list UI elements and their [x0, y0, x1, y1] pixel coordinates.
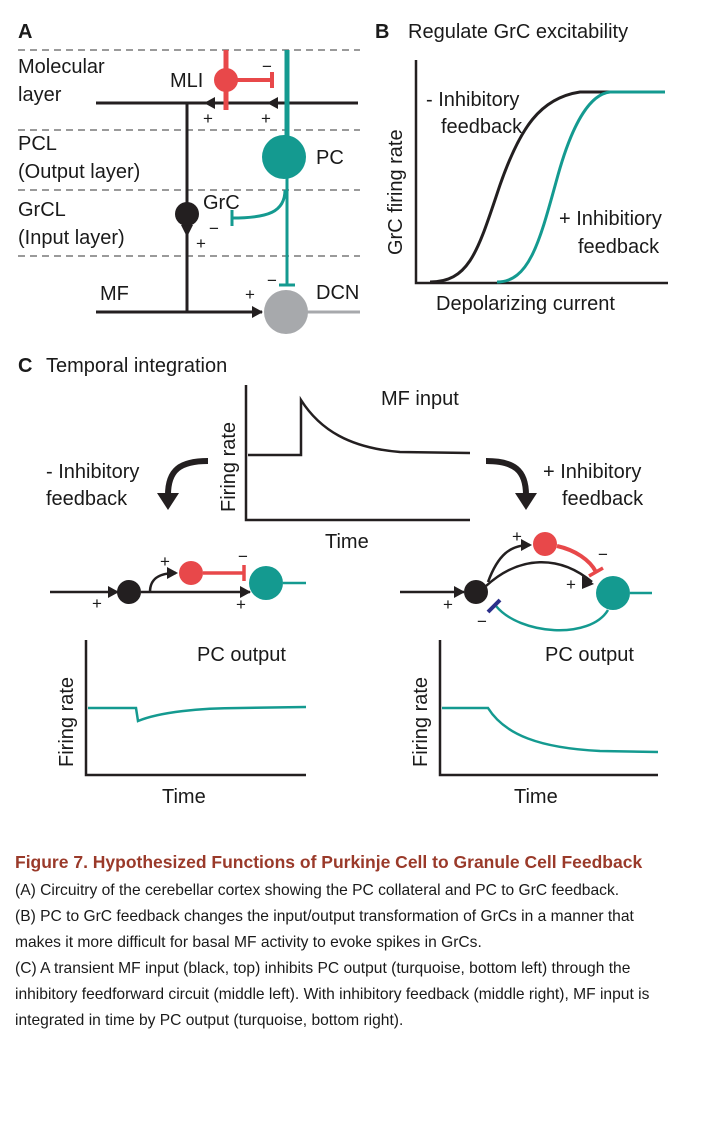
curve-plus-label-2: feedback [578, 236, 660, 258]
ff-sign-2: + [160, 552, 170, 571]
pc-output-right-xlabel: Time [514, 786, 558, 808]
mf-input-label: MF input [381, 388, 459, 410]
curve-plus-label-1: + Inhibitiory [559, 208, 662, 230]
mli-label: MLI [170, 70, 203, 92]
panel-b-xlabel: Depolarizing current [436, 293, 615, 315]
pc-output-left-xlabel: Time [162, 786, 206, 808]
panel-b: B Regulate GrC excitability GrC firing r… [375, 21, 668, 315]
ff-sign-1: + [92, 594, 102, 613]
grc-cell [175, 202, 199, 226]
pf-synapse-pc [267, 97, 278, 109]
pc-output-left-label: PC output [197, 644, 286, 666]
mf-input-xlabel: Time [325, 531, 369, 553]
panel-b-axes [414, 60, 668, 285]
caption-title: Figure 7. Hypothesized Functions of Purk… [15, 852, 643, 872]
layer-label-pcl: PCL [18, 133, 57, 155]
sign-pf-pc: + [261, 109, 271, 128]
layer-label-output: (Output layer) [18, 161, 140, 183]
sign-mf-dcn: + [245, 285, 255, 304]
dcn-label: DCN [316, 282, 359, 304]
fb-mli-cell [533, 532, 557, 556]
sign-pc-dcn: − [267, 271, 277, 290]
pc-label: PC [316, 147, 344, 169]
pc-output-left-ylabel: Firing rate [56, 677, 78, 767]
mli-cell [214, 68, 238, 92]
layer-label-grcl: GrCL [18, 199, 66, 221]
pc-output-left-axes [84, 640, 306, 777]
panel-a-letter: A [18, 21, 32, 43]
arrow-left-head [157, 493, 179, 510]
ff-pc-cell [249, 566, 283, 600]
ff-mli-cell [179, 561, 203, 585]
mf-grc-synapse [181, 225, 193, 237]
panel-c-title: Temporal integration [46, 355, 227, 377]
pc-output-right-axes [438, 640, 658, 777]
panel-b-letter: B [375, 21, 389, 43]
panel-c: C Temporal integration MF input Firing r… [18, 355, 659, 808]
sign-pc-grc: − [209, 219, 219, 238]
sign-pf-mli: + [203, 109, 213, 128]
sign-mli-pc: − [262, 57, 272, 76]
fb-sign-4: + [566, 575, 576, 594]
pc-output-left-trace [88, 705, 307, 723]
ff-sign-3: − [238, 547, 248, 566]
right-branch-label-1: + Inhibitory [543, 461, 641, 483]
pc-output-right-trace [442, 706, 659, 754]
curve-with-feedback [496, 90, 665, 284]
fb-sign-5: − [477, 612, 487, 631]
left-branch-label-1: - Inhibitory [46, 461, 139, 483]
pc-cell [262, 135, 306, 179]
fb-sign-2: + [512, 527, 522, 546]
left-branch-label-2: feedback [46, 488, 128, 510]
fb-grc-cell [464, 580, 488, 604]
layer-label-molecular-2: layer [18, 84, 62, 106]
mf-label: MF [100, 283, 129, 305]
ff-grc-cell [117, 580, 141, 604]
panel-b-ylabel: GrC firing rate [385, 129, 407, 255]
circuit-feedback: + + − + − [400, 527, 652, 632]
sign-mf-grc: + [196, 234, 206, 253]
curve-minus-label-2: feedback [441, 116, 523, 138]
fb-sign-1: + [443, 595, 453, 614]
layer-label-input: (Input layer) [18, 227, 125, 249]
pc-output-right-ylabel: Firing rate [410, 677, 432, 767]
caption-c: (C) A transient MF input (black, top) in… [15, 960, 650, 1029]
curve-without-feedback [429, 90, 665, 284]
figure-7: A Molecular layer PCL (Output layer) GrC… [18, 21, 668, 808]
grc-label: GrC [203, 192, 240, 214]
ff-sign-4: + [236, 595, 246, 614]
fb-pc-grc-synapse [486, 598, 502, 614]
caption-a: (A) Circuitry of the cerebellar cortex s… [15, 882, 620, 899]
fb-sign-3: − [598, 545, 608, 564]
mf-input-ylabel: Firing rate [218, 422, 240, 512]
layer-label-molecular: Molecular [18, 56, 105, 78]
mf-input-trace [248, 395, 471, 457]
panel-c-letter: C [18, 355, 32, 377]
panel-a: A Molecular layer PCL (Output layer) GrC… [18, 21, 360, 334]
arrow-right [485, 458, 529, 496]
pc-output-right-label: PC output [545, 644, 634, 666]
right-branch-label-2: feedback [562, 488, 644, 510]
figure-caption: Figure 7. Hypothesized Functions of Purk… [15, 850, 681, 1034]
caption-b: (B) PC to GrC feedback changes the input… [15, 908, 634, 951]
arrow-right-head [515, 493, 537, 510]
curve-minus-label-1: - Inhibitory [426, 89, 519, 111]
layer-boundaries [18, 49, 360, 257]
panel-b-title: Regulate GrC excitability [408, 21, 628, 43]
pf-synapse-mli [204, 97, 215, 109]
fb-pc-cell [596, 576, 630, 610]
mf-dcn-synapse [252, 306, 263, 318]
circuit-feedforward: + + − + [50, 547, 306, 614]
arrow-left [165, 458, 209, 496]
pc-collateral [231, 189, 287, 220]
mf-input-axes [244, 385, 470, 522]
dcn-cell [264, 290, 308, 334]
